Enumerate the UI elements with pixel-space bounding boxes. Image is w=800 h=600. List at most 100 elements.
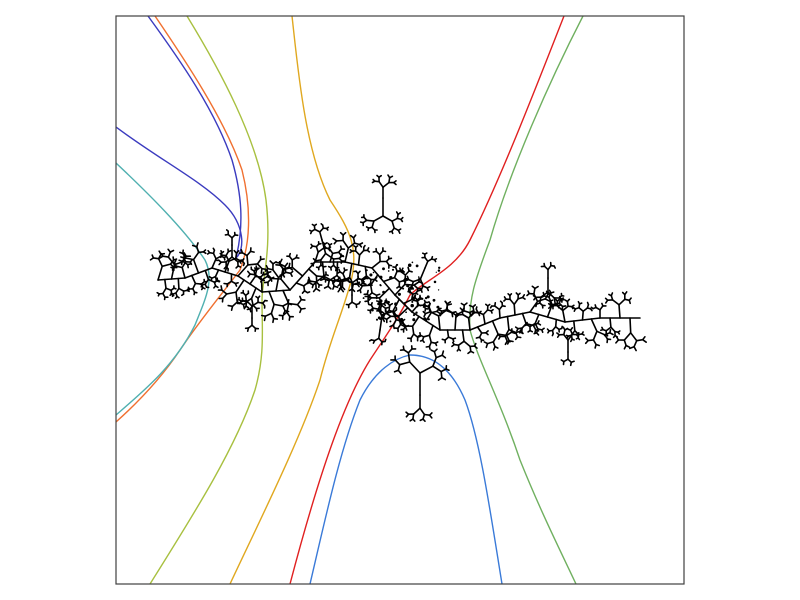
fractal-branch [604,297,609,302]
fractal-branch [318,231,323,241]
fractal-dust [424,296,428,300]
fractal-branch [358,243,363,248]
fractal-branch [527,290,531,295]
fractal-branch [572,306,577,310]
fractal-branch [503,296,507,301]
fractal-branch [463,340,471,348]
fractal-branch [323,242,328,245]
fractal-branch [349,249,353,252]
fractal-branch [618,298,626,306]
fractal-branch [266,267,274,271]
fractal-branch [315,275,324,278]
fractal-branch [257,301,264,305]
fractal-branch [566,298,571,303]
fractal-branch [527,329,531,333]
fractal-branch [609,331,614,336]
fractal-branch [446,303,453,306]
fractal-branch [338,268,341,273]
fractal-branch [623,331,632,341]
fractal-dust [375,318,379,321]
fractal-branch [407,351,411,363]
fractal-branch [373,337,380,342]
fractal-branch [513,303,516,316]
fractal-branch [173,259,177,264]
fractal-dust [369,273,373,277]
fractal-branch [411,304,419,313]
fractal-branch [254,273,263,281]
fractal-branch [192,258,200,274]
fractal-branch [221,289,228,295]
fractal-dust [389,275,393,280]
fractal-branch [161,263,172,268]
fractal-branch [492,333,499,343]
fractal-branch [381,309,391,317]
fractal-branch [317,247,325,253]
fractal-branch [383,302,387,307]
fractal-branch [419,407,426,416]
fractal-branch [234,282,238,287]
fractal-branch [533,332,538,335]
fractal-branch [581,333,585,336]
fractal-branch [476,311,485,316]
fractal-branch [578,306,585,313]
fractal-branch [482,309,489,316]
julia-set-fractal [149,174,648,423]
fractal-branch [182,252,187,259]
fractal-branch [308,229,313,233]
fractal-branch [250,297,254,307]
fractal-branch [247,263,259,266]
fractal-branch [419,331,422,337]
fractal-branch [419,339,424,342]
fractal-branch [397,212,402,216]
fractal-branch [501,304,506,308]
fractal-dust [400,269,405,274]
fractal-branch [250,287,257,300]
fractal-branch [536,298,547,303]
fractal-dust [412,314,416,317]
fractal-branch [623,339,627,347]
fractal-branch [407,348,413,354]
fractal-branch [288,315,291,321]
fractal-dust [391,268,395,271]
fractal-branch [204,278,210,286]
fractal-branch [177,277,180,290]
fractal-branch [215,255,222,260]
fractal-branch [320,252,327,261]
fractal-branch [623,344,627,350]
fractal-branch [306,291,311,294]
fractal-branch [193,291,196,296]
fractal-dust [379,275,383,279]
fractal-dust [409,286,414,290]
fractal-branch [603,333,608,337]
fractal-branch [492,341,496,348]
ray-orange-upper-left [116,16,250,423]
fractal-branch [521,322,527,329]
fractal-branch [492,345,496,351]
fractal-branch [554,318,558,328]
fractal-branch [178,287,185,292]
fractal-branch [342,272,346,280]
fractal-dust [405,277,408,281]
fractal-branch [253,270,257,278]
fractal-branch [249,273,257,276]
fractal-branch [391,220,396,229]
fractal-branch [425,345,431,348]
ray-olive-upper-left [149,16,269,584]
fractal-dust [437,289,440,291]
fractal-branch [446,308,457,317]
fractal-branch [366,289,369,296]
fractal-branch [618,303,621,319]
fractal-branch [283,266,294,271]
fractal-branch [181,293,185,297]
fractal-branch [364,265,368,277]
fractal-branch [623,291,628,296]
fractal-branch [295,282,305,287]
fractal-dust [396,263,399,266]
fractal-branch [489,305,493,309]
fractal-branch [543,262,546,268]
fractal-branch [454,314,457,331]
fractal-branch [314,275,325,283]
fractal-branch [592,339,597,346]
fractal-branch [160,252,164,258]
